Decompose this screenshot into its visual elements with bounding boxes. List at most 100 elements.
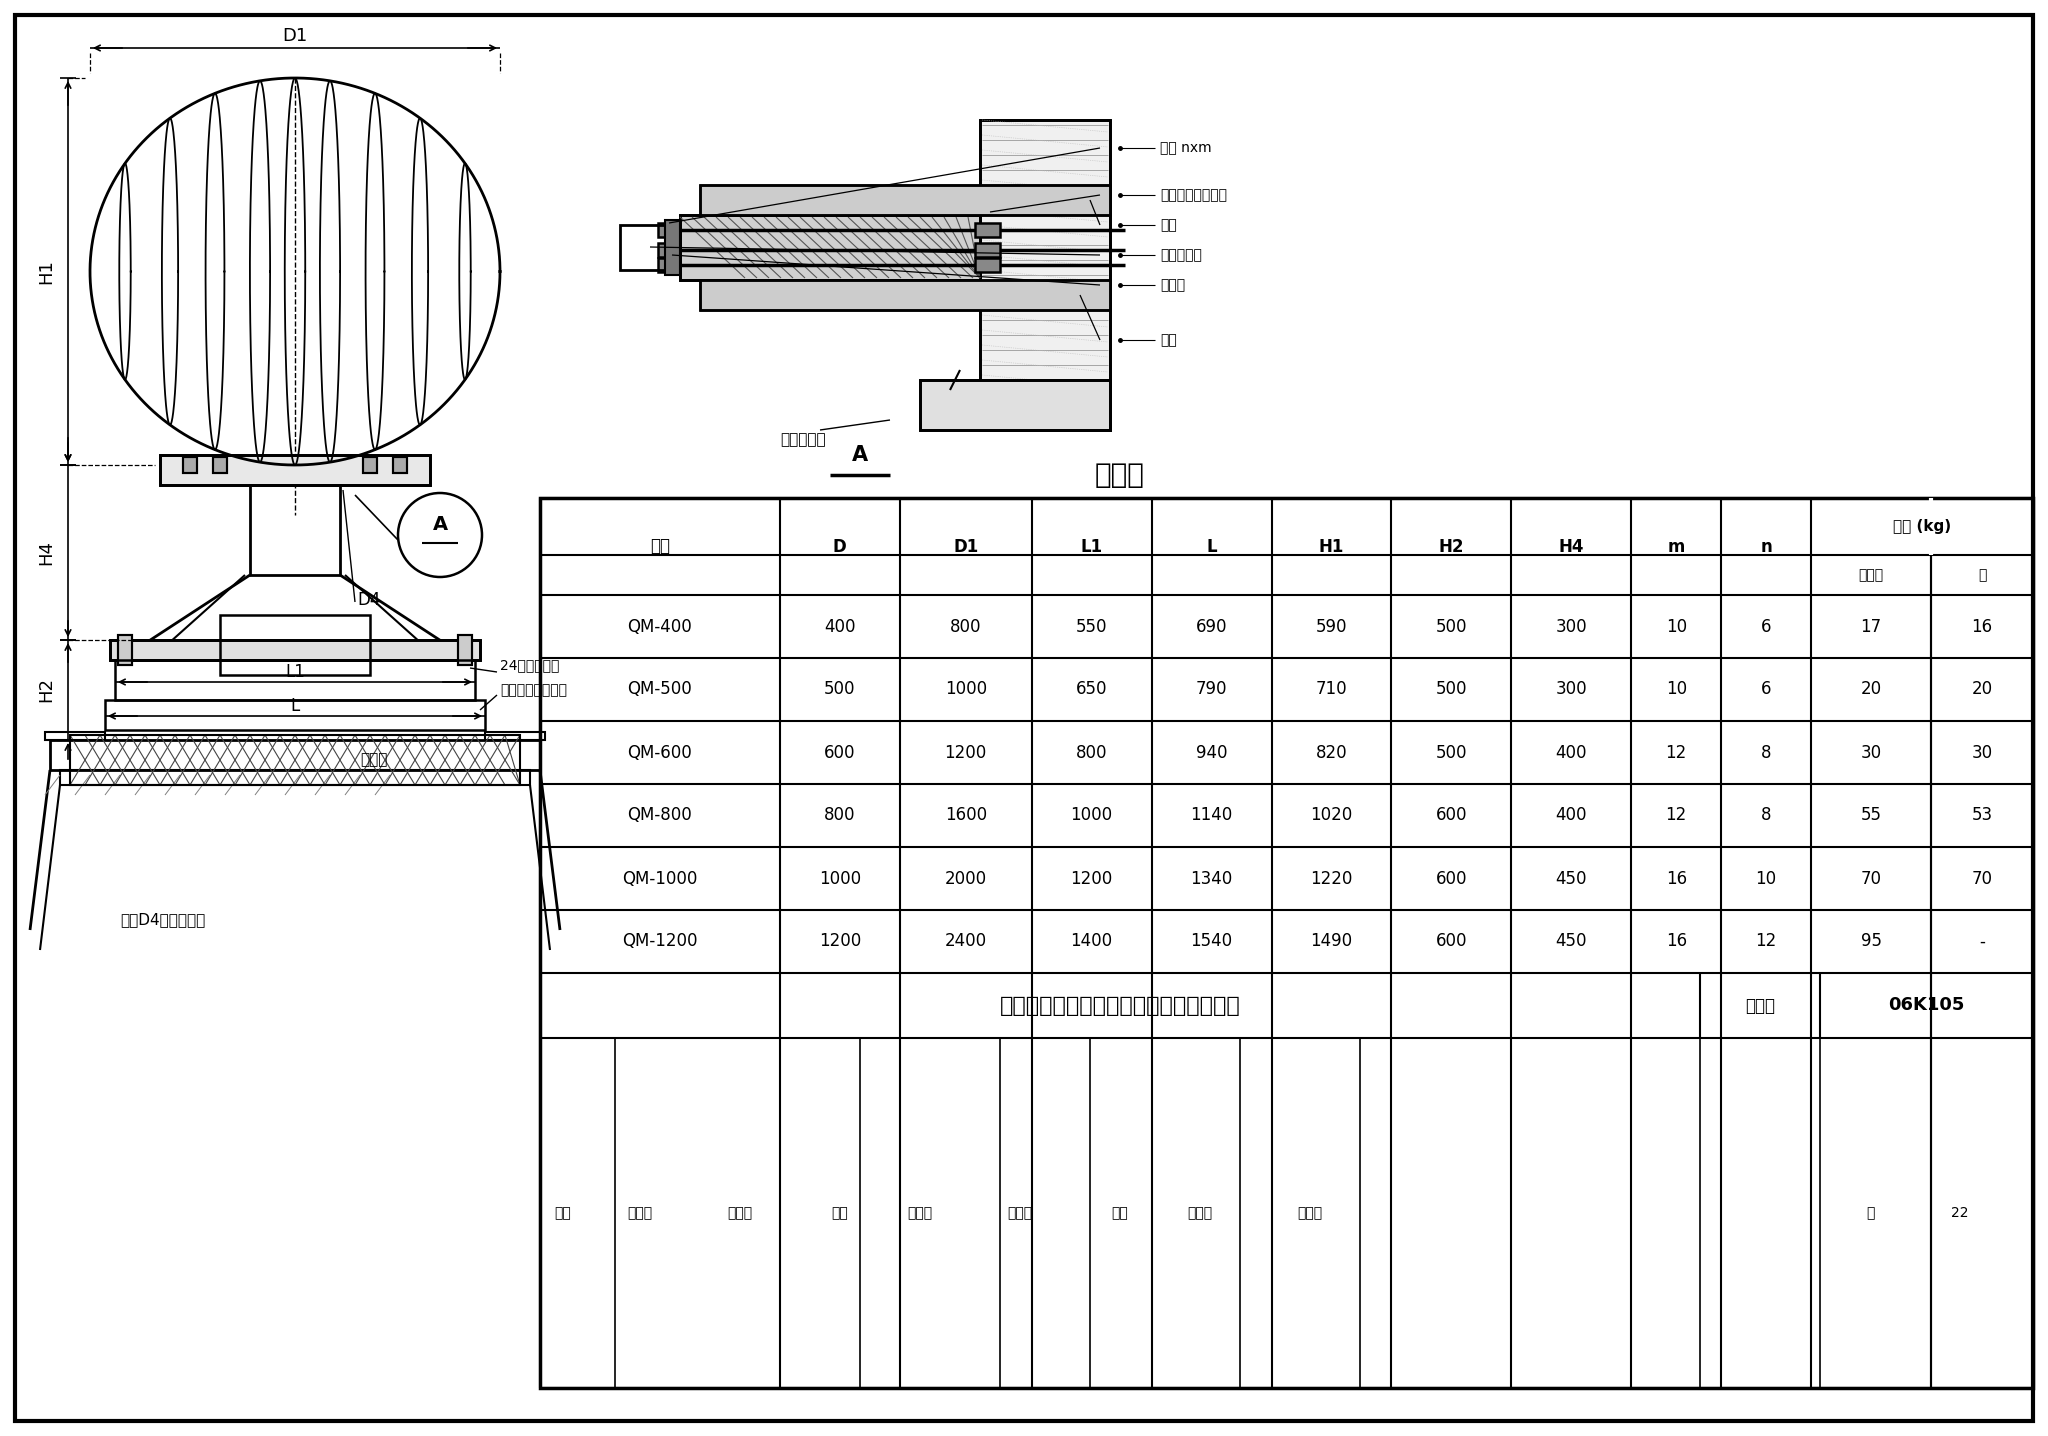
Text: 1600: 1600 — [944, 807, 987, 824]
Text: 阮鲸晔: 阮鲸晔 — [1008, 1206, 1032, 1221]
Bar — [920, 381, 1110, 429]
Text: 页: 页 — [1866, 1206, 1874, 1221]
Bar — [160, 455, 430, 485]
Bar — [666, 220, 680, 276]
Text: n: n — [1761, 537, 1772, 556]
Text: 06K105: 06K105 — [1888, 997, 1964, 1014]
Bar — [700, 185, 1110, 215]
Text: 1340: 1340 — [1190, 870, 1233, 887]
Text: 旋流型屋顶自然通风器混凝土屋脊上安装: 旋流型屋顶自然通风器混凝土屋脊上安装 — [999, 995, 1241, 1015]
Bar — [485, 732, 545, 740]
Text: 6: 6 — [1761, 617, 1772, 636]
Text: L1: L1 — [285, 663, 305, 681]
Text: 橡胶圈: 橡胶圈 — [1159, 279, 1186, 292]
Text: 铝: 铝 — [1978, 569, 1987, 582]
Text: L1: L1 — [1081, 537, 1102, 556]
Text: 汤体奎: 汤体奎 — [727, 1206, 752, 1221]
Text: QM-800: QM-800 — [627, 807, 692, 824]
Bar — [621, 225, 680, 270]
Bar — [459, 635, 471, 665]
Text: A: A — [432, 516, 449, 534]
Text: 600: 600 — [1436, 870, 1466, 887]
Text: H4: H4 — [37, 540, 55, 564]
Bar — [219, 615, 371, 675]
Bar — [700, 280, 1110, 310]
Bar — [680, 215, 981, 280]
Text: 1400: 1400 — [1071, 932, 1112, 951]
Text: 1020: 1020 — [1311, 807, 1352, 824]
Bar — [393, 457, 408, 472]
Text: -: - — [1978, 932, 1985, 951]
Bar — [119, 635, 131, 665]
Text: 8: 8 — [1761, 807, 1772, 824]
Text: 垫圈: 垫圈 — [1159, 333, 1178, 348]
Bar — [541, 498, 2034, 1389]
Bar — [920, 381, 1110, 429]
Text: H2: H2 — [37, 678, 55, 702]
Text: 12: 12 — [1665, 744, 1688, 761]
Text: QM-600: QM-600 — [627, 744, 692, 761]
Bar — [362, 457, 377, 472]
Bar — [700, 185, 1110, 215]
Text: 500: 500 — [823, 681, 856, 698]
Text: D1: D1 — [952, 537, 979, 556]
Text: 螺栓 nxm: 螺栓 nxm — [1159, 141, 1212, 155]
Text: QM-500: QM-500 — [627, 681, 692, 698]
Text: 1200: 1200 — [1071, 870, 1112, 887]
Text: 1000: 1000 — [819, 870, 860, 887]
Text: 2000: 2000 — [944, 870, 987, 887]
Text: 温庾寅: 温庾寅 — [627, 1206, 653, 1221]
Text: QM-1000: QM-1000 — [623, 870, 698, 887]
Text: 孔隙内填入油腻子: 孔隙内填入油腻子 — [1159, 188, 1227, 202]
Text: 16: 16 — [1665, 932, 1688, 951]
Text: 22: 22 — [1952, 1206, 1968, 1221]
Text: 70: 70 — [1972, 870, 1993, 887]
Text: 24号镀锌钢板: 24号镀锌钢板 — [500, 658, 559, 672]
Bar — [657, 258, 680, 271]
Text: 10: 10 — [1665, 617, 1688, 636]
Bar — [119, 635, 131, 665]
Text: QM-1200: QM-1200 — [623, 932, 698, 951]
Bar — [59, 770, 530, 785]
Text: 600: 600 — [1436, 932, 1466, 951]
Bar — [213, 457, 227, 472]
Bar — [975, 258, 999, 271]
Text: 400: 400 — [1556, 807, 1587, 824]
Bar — [182, 457, 197, 472]
Bar — [45, 732, 104, 740]
Text: 不锈钢: 不锈钢 — [1858, 569, 1884, 582]
Text: 940: 940 — [1196, 744, 1227, 761]
Text: 820: 820 — [1315, 744, 1348, 761]
Text: D: D — [834, 537, 846, 556]
Text: 20: 20 — [1860, 681, 1882, 698]
Bar — [70, 735, 520, 785]
Text: 800: 800 — [950, 617, 981, 636]
Bar — [459, 635, 471, 665]
Text: 12: 12 — [1755, 932, 1778, 951]
Text: 6: 6 — [1761, 681, 1772, 698]
Text: L: L — [1206, 537, 1217, 556]
Text: 1200: 1200 — [819, 932, 860, 951]
Text: 400: 400 — [1556, 744, 1587, 761]
Text: 2400: 2400 — [944, 932, 987, 951]
Bar — [975, 243, 999, 257]
Text: 30: 30 — [1860, 744, 1882, 761]
Bar — [975, 223, 999, 237]
Text: 300: 300 — [1556, 681, 1587, 698]
Bar — [680, 215, 981, 280]
Text: 650: 650 — [1075, 681, 1108, 698]
Text: 附加防水卷材一层: 附加防水卷材一层 — [500, 684, 567, 696]
Text: 审核: 审核 — [555, 1206, 571, 1221]
Text: 450: 450 — [1556, 870, 1587, 887]
Text: 300: 300 — [1556, 617, 1587, 636]
Bar — [657, 243, 680, 257]
Bar — [981, 121, 1110, 429]
Text: 校对: 校对 — [831, 1206, 848, 1221]
Text: 16: 16 — [1972, 617, 1993, 636]
Text: 旋流通风器: 旋流通风器 — [1159, 248, 1202, 261]
Text: 尺寸表: 尺寸表 — [1096, 461, 1145, 490]
Text: 500: 500 — [1436, 744, 1466, 761]
Bar — [981, 121, 1110, 429]
Text: 690: 690 — [1196, 617, 1227, 636]
Text: 垫圈: 垫圈 — [1159, 218, 1178, 233]
